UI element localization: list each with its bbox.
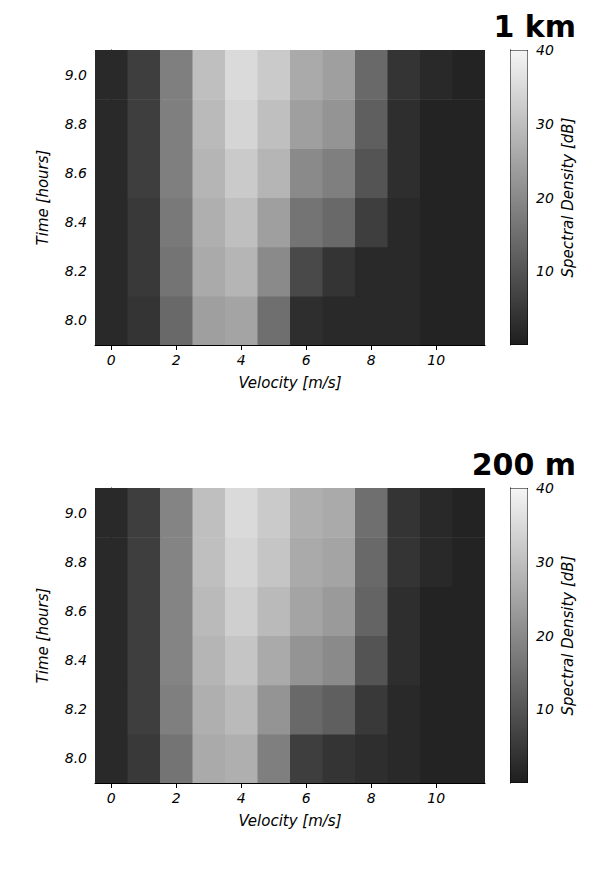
svg-text:10: 10: [427, 790, 445, 806]
svg-text:Velocity [m/s]: Velocity [m/s]: [238, 812, 341, 830]
svg-text:20: 20: [536, 628, 554, 644]
svg-text:8.2: 8.2: [65, 701, 87, 717]
svg-text:8.0: 8.0: [65, 312, 87, 328]
svg-text:30: 30: [536, 116, 554, 132]
svg-text:2: 2: [172, 790, 181, 806]
svg-text:10: 10: [536, 263, 554, 279]
svg-text:10: 10: [536, 701, 554, 717]
svg-text:40: 40: [536, 42, 554, 58]
svg-text:40: 40: [536, 480, 554, 496]
svg-text:4: 4: [237, 790, 246, 806]
svg-text:8.2: 8.2: [65, 263, 87, 279]
svg-text:8.8: 8.8: [65, 554, 87, 570]
svg-text:8: 8: [367, 352, 376, 368]
svg-text:8.6: 8.6: [65, 603, 87, 619]
svg-text:9.0: 9.0: [65, 67, 87, 83]
svg-text:20: 20: [536, 190, 554, 206]
svg-text:Time [hours]: Time [hours]: [34, 149, 52, 245]
svg-text:2: 2: [172, 352, 181, 368]
svg-text:10: 10: [427, 352, 445, 368]
svg-text:8.8: 8.8: [65, 116, 87, 132]
svg-text:Velocity [m/s]: Velocity [m/s]: [238, 374, 341, 392]
svg-text:6: 6: [302, 790, 311, 806]
svg-text:4: 4: [237, 352, 246, 368]
svg-text:0: 0: [107, 352, 116, 368]
svg-text:8.4: 8.4: [65, 214, 87, 230]
svg-text:200 m: 200 m: [472, 447, 576, 482]
svg-text:8.4: 8.4: [65, 652, 87, 668]
svg-text:Time [hours]: Time [hours]: [34, 587, 52, 683]
svg-text:8.6: 8.6: [65, 165, 87, 181]
svg-text:0: 0: [107, 790, 116, 806]
svg-text:6: 6: [302, 352, 311, 368]
svg-text:Spectral Density [dB]: Spectral Density [dB]: [559, 555, 577, 715]
svg-text:30: 30: [536, 554, 554, 570]
svg-text:8.0: 8.0: [65, 750, 87, 766]
svg-text:8: 8: [367, 790, 376, 806]
svg-text:1 km: 1 km: [493, 9, 576, 44]
svg-text:Spectral Density [dB]: Spectral Density [dB]: [559, 117, 577, 277]
svg-text:9.0: 9.0: [65, 505, 87, 521]
